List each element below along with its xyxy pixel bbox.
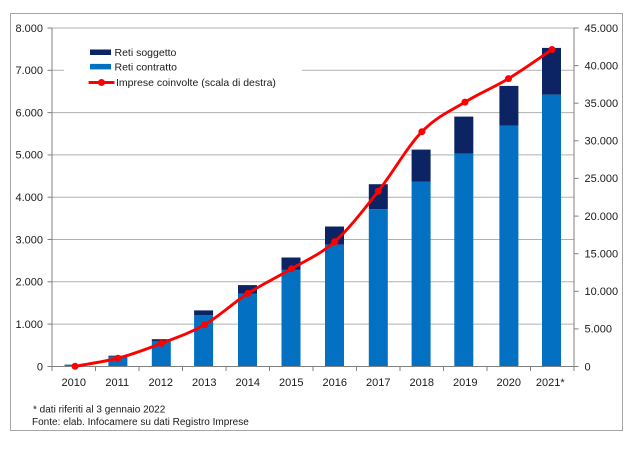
svg-text:15.000: 15.000 [585, 249, 619, 261]
svg-text:1.000: 1.000 [15, 319, 43, 331]
svg-text:* dati riferiti al 3 gennaio 2: * dati riferiti al 3 gennaio 2022 [33, 405, 166, 416]
svg-text:30.000: 30.000 [585, 136, 619, 148]
svg-text:3.000: 3.000 [15, 234, 43, 246]
svg-text:10.000: 10.000 [585, 286, 619, 298]
svg-text:0: 0 [37, 361, 43, 373]
svg-text:Reti contratto: Reti contratto [115, 61, 178, 73]
svg-text:2018: 2018 [410, 377, 434, 389]
svg-text:2016: 2016 [323, 377, 347, 389]
svg-text:2014: 2014 [236, 377, 260, 389]
svg-text:Fonte: elab. Infocamere su dat: Fonte: elab. Infocamere su dati Registro… [32, 417, 249, 428]
svg-text:2012: 2012 [149, 377, 173, 389]
svg-text:5.000: 5.000 [585, 324, 613, 336]
svg-text:2011: 2011 [105, 377, 129, 389]
svg-text:4.000: 4.000 [15, 192, 43, 204]
svg-text:6.000: 6.000 [15, 107, 43, 119]
svg-text:0: 0 [585, 361, 591, 373]
svg-text:2015: 2015 [279, 377, 303, 389]
svg-text:20.000: 20.000 [585, 211, 619, 223]
svg-text:2017: 2017 [366, 377, 390, 389]
svg-text:Imprese coinvolte (scala di de: Imprese coinvolte (scala di destra) [116, 77, 276, 89]
svg-text:2013: 2013 [192, 377, 216, 389]
svg-text:40.000: 40.000 [585, 60, 619, 72]
svg-text:35.000: 35.000 [585, 98, 619, 110]
svg-text:Reti soggetto: Reti soggetto [115, 47, 177, 59]
svg-text:7.000: 7.000 [15, 65, 43, 77]
svg-text:25.000: 25.000 [585, 173, 619, 185]
svg-text:45.000: 45.000 [585, 23, 619, 35]
svg-text:5.000: 5.000 [15, 150, 43, 162]
svg-text:2021*: 2021* [536, 377, 565, 389]
svg-text:2010: 2010 [62, 377, 86, 389]
svg-text:2020: 2020 [497, 377, 521, 389]
svg-text:2.000: 2.000 [15, 277, 43, 289]
svg-text:8.000: 8.000 [15, 23, 43, 35]
svg-text:2019: 2019 [453, 377, 477, 389]
